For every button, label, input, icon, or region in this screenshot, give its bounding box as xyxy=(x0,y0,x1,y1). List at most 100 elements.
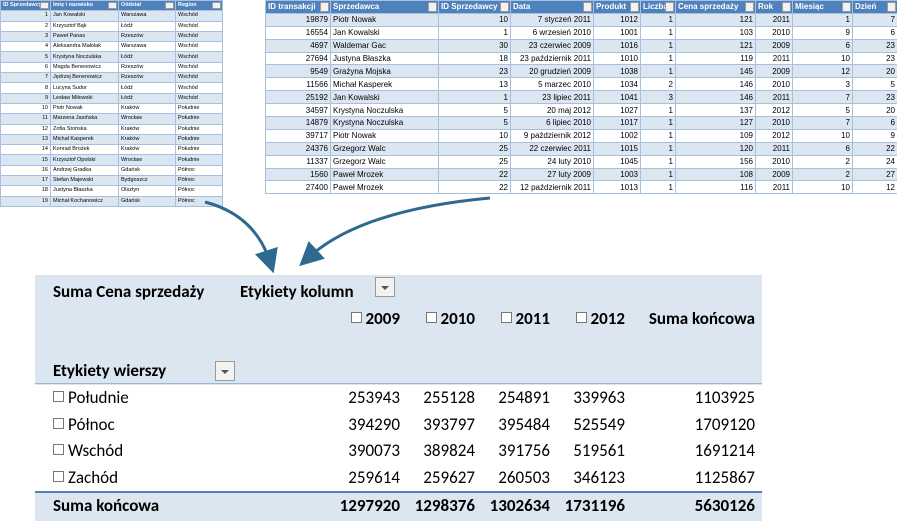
cell: 103 xyxy=(676,26,756,39)
text: 1691214 xyxy=(695,440,755,461)
filter-button[interactable] xyxy=(212,2,221,9)
text: 1125867 xyxy=(695,467,755,488)
cell: 24 xyxy=(853,155,897,168)
column-header: Rok xyxy=(756,1,793,14)
column-header: Liczba xyxy=(641,1,676,14)
cell: 2011 xyxy=(756,52,793,65)
cell: Paweł Panas xyxy=(51,31,119,41)
cell: Bydgoszcz xyxy=(119,176,176,186)
filter-button[interactable] xyxy=(665,2,674,12)
filter-button[interactable] xyxy=(428,2,437,12)
cell: 13 xyxy=(1,134,51,144)
cell: Warszawa xyxy=(119,11,176,21)
cell: Waldemar Gac xyxy=(331,39,439,52)
cell: 1 xyxy=(641,155,676,168)
cell: Łódź xyxy=(119,21,176,31)
filter-button[interactable] xyxy=(215,361,235,381)
cell: 1012 xyxy=(594,13,641,26)
value: 1691214 xyxy=(695,440,755,461)
filter-button[interactable] xyxy=(320,2,329,12)
cell: 1 xyxy=(641,39,676,52)
text: 389824 xyxy=(423,440,475,461)
cell: Południe xyxy=(176,145,223,155)
value: 525549 xyxy=(573,414,625,435)
cell: 20 xyxy=(853,104,897,117)
cell: Południe xyxy=(176,103,223,113)
total-value: 1302634 xyxy=(490,495,550,516)
value: 394290 xyxy=(348,414,400,435)
cell: Michał Kasperek xyxy=(51,134,119,144)
filter-button[interactable] xyxy=(583,2,592,12)
value: 260503 xyxy=(498,467,550,488)
cell: 20 xyxy=(853,65,897,78)
cell: 2 xyxy=(1,21,51,31)
cell: Magda Benenowicz xyxy=(51,62,119,72)
text: 1302634 xyxy=(490,495,550,516)
value: 1709120 xyxy=(695,414,755,435)
expand-button[interactable] xyxy=(576,312,587,323)
filter-button[interactable] xyxy=(108,2,117,9)
cell: 23 październik 2011 xyxy=(511,52,594,65)
cell: Michał Kasperek xyxy=(331,78,439,91)
arrow xyxy=(308,198,490,258)
filter-button[interactable] xyxy=(375,277,395,297)
filter-button[interactable] xyxy=(782,2,791,12)
cell: 9 xyxy=(1,93,51,103)
expand-button[interactable] xyxy=(426,312,437,323)
filter-button[interactable] xyxy=(165,2,174,9)
cell: 12 xyxy=(1,124,51,134)
text: 346123 xyxy=(573,467,625,488)
cell: 11566 xyxy=(266,78,331,91)
cell: 27694 xyxy=(266,52,331,65)
cell: 127 xyxy=(676,117,756,130)
cell: 6 lipiec 2010 xyxy=(511,117,594,130)
filter-button[interactable] xyxy=(745,2,754,12)
columns-label: Etykiety kolumn xyxy=(240,281,354,302)
text: 259614 xyxy=(348,467,400,488)
text: 2009 xyxy=(366,308,400,329)
expand-button[interactable] xyxy=(53,391,64,402)
column-header: 2011 xyxy=(501,308,550,329)
cell: 2012 xyxy=(756,129,793,142)
cell: 1027 xyxy=(594,104,641,117)
expand-button[interactable] xyxy=(53,418,64,429)
expand-button[interactable] xyxy=(501,312,512,323)
cell: 1045 xyxy=(594,155,641,168)
filter-button[interactable] xyxy=(630,2,639,12)
filter-button[interactable] xyxy=(500,2,509,12)
cell: 17 xyxy=(1,176,51,186)
column-header: Oddział xyxy=(119,1,176,11)
cell: Andrzej Gradka xyxy=(51,165,119,175)
row-label: Południe xyxy=(53,387,129,408)
cell: Wschód xyxy=(176,42,223,52)
cell: 3 xyxy=(641,91,676,104)
cell: 1017 xyxy=(594,117,641,130)
text: 2011 xyxy=(516,308,550,329)
cell: Jędrzej Benenowicz xyxy=(51,73,119,83)
value: 255128 xyxy=(423,387,475,408)
expand-button[interactable] xyxy=(351,312,362,323)
cell: Lesław Miłowski xyxy=(51,93,119,103)
cell: 116 xyxy=(676,181,756,194)
filter-button[interactable] xyxy=(40,2,49,9)
cell: 4697 xyxy=(266,39,331,52)
expand-button[interactable] xyxy=(53,471,64,482)
cell: 121 xyxy=(676,39,756,52)
cell: Jan Kowalski xyxy=(331,26,439,39)
filter-button[interactable] xyxy=(842,2,851,12)
filter-button[interactable] xyxy=(887,2,896,12)
cell: 23 xyxy=(853,39,897,52)
column-header: Dzień xyxy=(853,1,897,14)
expand-button[interactable] xyxy=(53,444,64,455)
cell: 5 marzec 2010 xyxy=(511,78,594,91)
cell: 2011 xyxy=(756,142,793,155)
text: Suma Cena sprzedaży xyxy=(53,281,204,302)
text: 255128 xyxy=(423,387,475,408)
cell: 6 xyxy=(853,117,897,130)
